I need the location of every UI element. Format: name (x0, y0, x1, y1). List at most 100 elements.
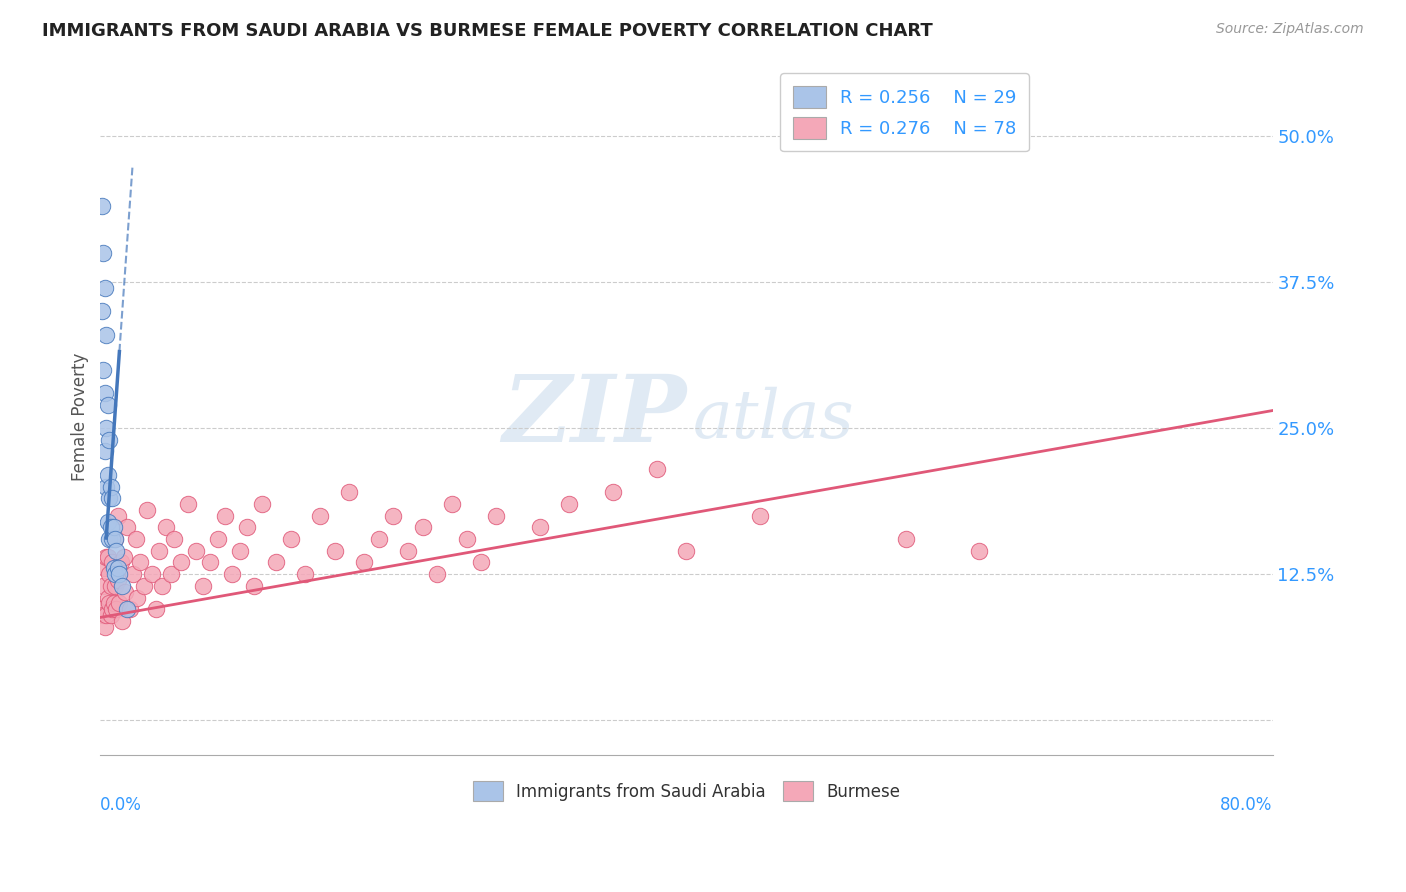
Point (103, 520, 125, 534)
Point (97, 398, 120, 412)
Point (969, 543, 991, 558)
Point (309, 508, 332, 523)
Point (412, 520, 434, 534)
Point (96, 479, 118, 493)
Point (101, 556, 124, 570)
Text: Source: ZipAtlas.com: Source: ZipAtlas.com (1216, 22, 1364, 37)
Point (121, 567, 143, 582)
Point (150, 579, 173, 593)
Point (134, 579, 156, 593)
Point (111, 614, 134, 628)
Point (236, 520, 259, 534)
Point (145, 602, 167, 616)
Point (96, 421, 118, 435)
Point (250, 497, 273, 511)
Point (382, 508, 405, 523)
Point (124, 532, 146, 546)
Point (440, 497, 463, 511)
Point (104, 532, 127, 546)
Point (115, 602, 138, 616)
Point (96, 327, 118, 342)
Point (485, 508, 508, 523)
Point (105, 602, 128, 616)
Point (821, 135, 844, 149)
Point (115, 520, 138, 534)
Text: 0.0%: 0.0% (100, 796, 142, 814)
Point (108, 567, 131, 582)
Text: ZIP: ZIP (502, 371, 686, 461)
Point (93, 444, 115, 458)
Point (675, 543, 697, 558)
Point (104, 567, 127, 582)
Point (280, 532, 302, 546)
Point (91, 245, 114, 260)
Point (97, 467, 120, 482)
Point (367, 532, 389, 546)
Point (91, 579, 114, 593)
Point (101, 491, 124, 506)
Point (98, 596, 121, 610)
Point (105, 543, 128, 558)
Point (101, 532, 124, 546)
Point (90, 602, 112, 616)
Point (90, 304, 112, 318)
Point (184, 543, 207, 558)
Point (645, 462, 668, 476)
Point (200, 556, 222, 570)
Point (107, 561, 129, 575)
Point (93, 561, 115, 575)
Point (100, 479, 122, 493)
Point (97, 591, 120, 605)
Point (103, 596, 125, 610)
Point (97, 515, 120, 529)
Point (177, 497, 200, 511)
Legend: Immigrants from Saudi Arabia, Burmese: Immigrants from Saudi Arabia, Burmese (467, 774, 907, 808)
Point (136, 503, 159, 517)
Point (170, 556, 193, 570)
Point (98, 491, 121, 506)
Point (228, 543, 250, 558)
Point (339, 485, 361, 500)
Point (155, 520, 177, 534)
Point (107, 573, 129, 587)
Point (426, 567, 449, 582)
Point (243, 579, 266, 593)
Point (91, 608, 114, 623)
Point (111, 579, 134, 593)
Point (114, 584, 136, 599)
Point (353, 556, 375, 570)
Point (125, 591, 148, 605)
Point (264, 556, 287, 570)
Point (470, 556, 492, 570)
Point (91, 362, 114, 376)
Point (141, 567, 163, 582)
Point (104, 532, 127, 546)
Point (108, 596, 131, 610)
Text: 80.0%: 80.0% (1220, 796, 1272, 814)
Point (98, 433, 121, 447)
Point (396, 543, 419, 558)
Point (896, 532, 918, 546)
Point (294, 567, 316, 582)
Point (93, 386, 115, 401)
Point (323, 543, 346, 558)
Point (104, 579, 127, 593)
Point (103, 561, 125, 575)
Point (96, 549, 118, 564)
Point (90, 199, 112, 213)
Point (93, 620, 115, 634)
Point (191, 579, 214, 593)
Point (214, 508, 236, 523)
Point (207, 532, 229, 546)
Point (118, 602, 141, 616)
Point (456, 532, 478, 546)
Point (107, 508, 129, 523)
Point (221, 567, 243, 582)
Point (748, 508, 770, 523)
Point (602, 485, 624, 500)
Point (159, 567, 181, 582)
Point (558, 497, 581, 511)
Point (100, 579, 122, 593)
Y-axis label: Female Poverty: Female Poverty (72, 352, 89, 481)
Point (162, 532, 184, 546)
